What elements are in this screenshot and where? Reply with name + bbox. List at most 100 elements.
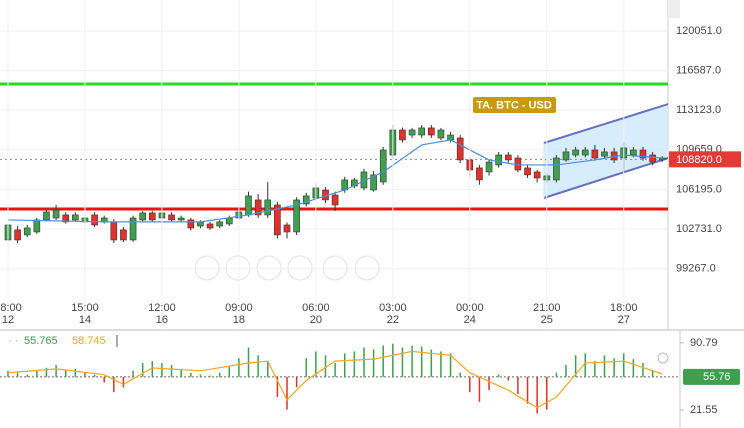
candle-body — [72, 214, 79, 221]
x-tick-date: 12 — [2, 314, 14, 326]
osc-bar — [276, 376, 279, 397]
candle-body — [524, 167, 531, 176]
osc-bar — [247, 347, 250, 377]
osc-bar — [622, 353, 625, 377]
annotation-box — [473, 97, 556, 113]
x-tick-label: 03:00 — [379, 302, 407, 314]
osc-bar — [488, 376, 490, 391]
osc-bar — [93, 374, 96, 377]
candle-body — [504, 154, 512, 161]
osc-bar — [430, 349, 433, 377]
last-price-label: 108820.0 — [676, 154, 722, 166]
scroll-right-button[interactable] — [354, 255, 380, 281]
moving-average — [7, 139, 663, 223]
osc-bar — [613, 358, 615, 377]
candle-body — [379, 149, 387, 183]
osc-last-label: 55.76 — [703, 371, 731, 383]
signal-line — [7, 350, 663, 409]
osc-bar — [392, 343, 394, 377]
candle-body — [591, 149, 599, 159]
channel-fill — [543, 104, 668, 198]
zoom-in-button[interactable] — [256, 255, 282, 281]
x-tick-date: 14 — [79, 314, 91, 326]
osc-bar — [363, 347, 365, 377]
candle-body — [254, 199, 262, 216]
candle-body — [447, 134, 454, 141]
osc-bar — [517, 376, 519, 395]
nav-buttons — [194, 255, 380, 281]
x-tick-label: 18:00 — [0, 302, 22, 314]
osc-bar — [497, 374, 500, 377]
osc-bar — [228, 366, 231, 377]
candle-body — [553, 157, 560, 181]
x-tick-label: 21:00 — [533, 302, 561, 314]
osc-close-button[interactable] — [657, 352, 669, 364]
candle-body — [562, 151, 570, 161]
osc-y-tick-label: 90.79 — [690, 337, 718, 349]
candle-body — [639, 149, 647, 159]
osc-collapse-dots[interactable]: · · — [8, 335, 18, 347]
candle-body — [437, 129, 445, 139]
candle-body — [62, 214, 70, 223]
scroll-left-button[interactable] — [194, 255, 220, 281]
zoom-reset-button[interactable] — [287, 255, 313, 281]
candle-body — [370, 174, 377, 191]
candle-body — [408, 129, 416, 136]
x-tick-date: 18 — [233, 314, 245, 326]
osc-bar — [16, 372, 19, 377]
osc-bar — [661, 376, 663, 378]
candle-body — [33, 219, 41, 233]
x-tick-date: 22 — [387, 314, 399, 326]
x-tick-label: 12:00 — [148, 302, 176, 314]
osc-bar — [45, 367, 48, 377]
osc-bar — [536, 376, 538, 414]
x-tick-label: 09:00 — [225, 302, 253, 314]
osc-bar — [122, 376, 125, 388]
y-tick-label: 113123.0 — [676, 104, 721, 116]
candle-body — [630, 149, 637, 156]
candle-body — [428, 127, 435, 136]
candle-body — [245, 195, 252, 216]
x-tick-date: 27 — [618, 314, 630, 326]
channel-upper — [543, 103, 668, 144]
candle-body — [168, 214, 175, 221]
osc-bar — [209, 375, 211, 377]
candle-body — [649, 154, 656, 163]
x-tick-date: 24 — [464, 314, 476, 326]
candle-body — [52, 209, 60, 219]
osc-bar — [26, 374, 28, 377]
osc-bar — [603, 355, 606, 377]
candle-body — [274, 204, 281, 236]
osc-bar — [74, 368, 77, 377]
osc-bar — [218, 372, 221, 377]
candle-body — [216, 221, 223, 227]
zoom-fit-button[interactable] — [322, 255, 348, 281]
candle-body — [476, 167, 483, 181]
candle-body — [418, 127, 425, 136]
candle-body — [120, 229, 127, 241]
candle-body — [572, 149, 579, 156]
osc-bar — [238, 358, 240, 377]
candle-body — [302, 195, 310, 205]
candle-body — [264, 199, 272, 216]
osc-bar — [440, 351, 442, 377]
x-tick-label: 06:00 — [302, 302, 330, 314]
candle-body — [206, 223, 214, 229]
zoom-out-button[interactable] — [225, 255, 251, 281]
osc-bar — [372, 349, 375, 377]
candle-body — [149, 212, 156, 221]
osc-bar — [7, 370, 9, 377]
candle-body — [456, 137, 464, 161]
osc-bar — [584, 353, 587, 377]
candle-body — [177, 217, 185, 221]
scroll-handle[interactable] — [668, 0, 680, 18]
osc-bar — [526, 376, 529, 404]
osc-bar — [190, 372, 192, 377]
candle-body — [581, 149, 589, 156]
osc-y-tick-label: 21.55 — [690, 404, 718, 416]
osc-bar — [315, 351, 317, 377]
osc-bar — [324, 355, 327, 377]
y-tick-label: 106195.0 — [676, 183, 722, 195]
annotation-label: TA. BTC - USD — [476, 99, 552, 111]
